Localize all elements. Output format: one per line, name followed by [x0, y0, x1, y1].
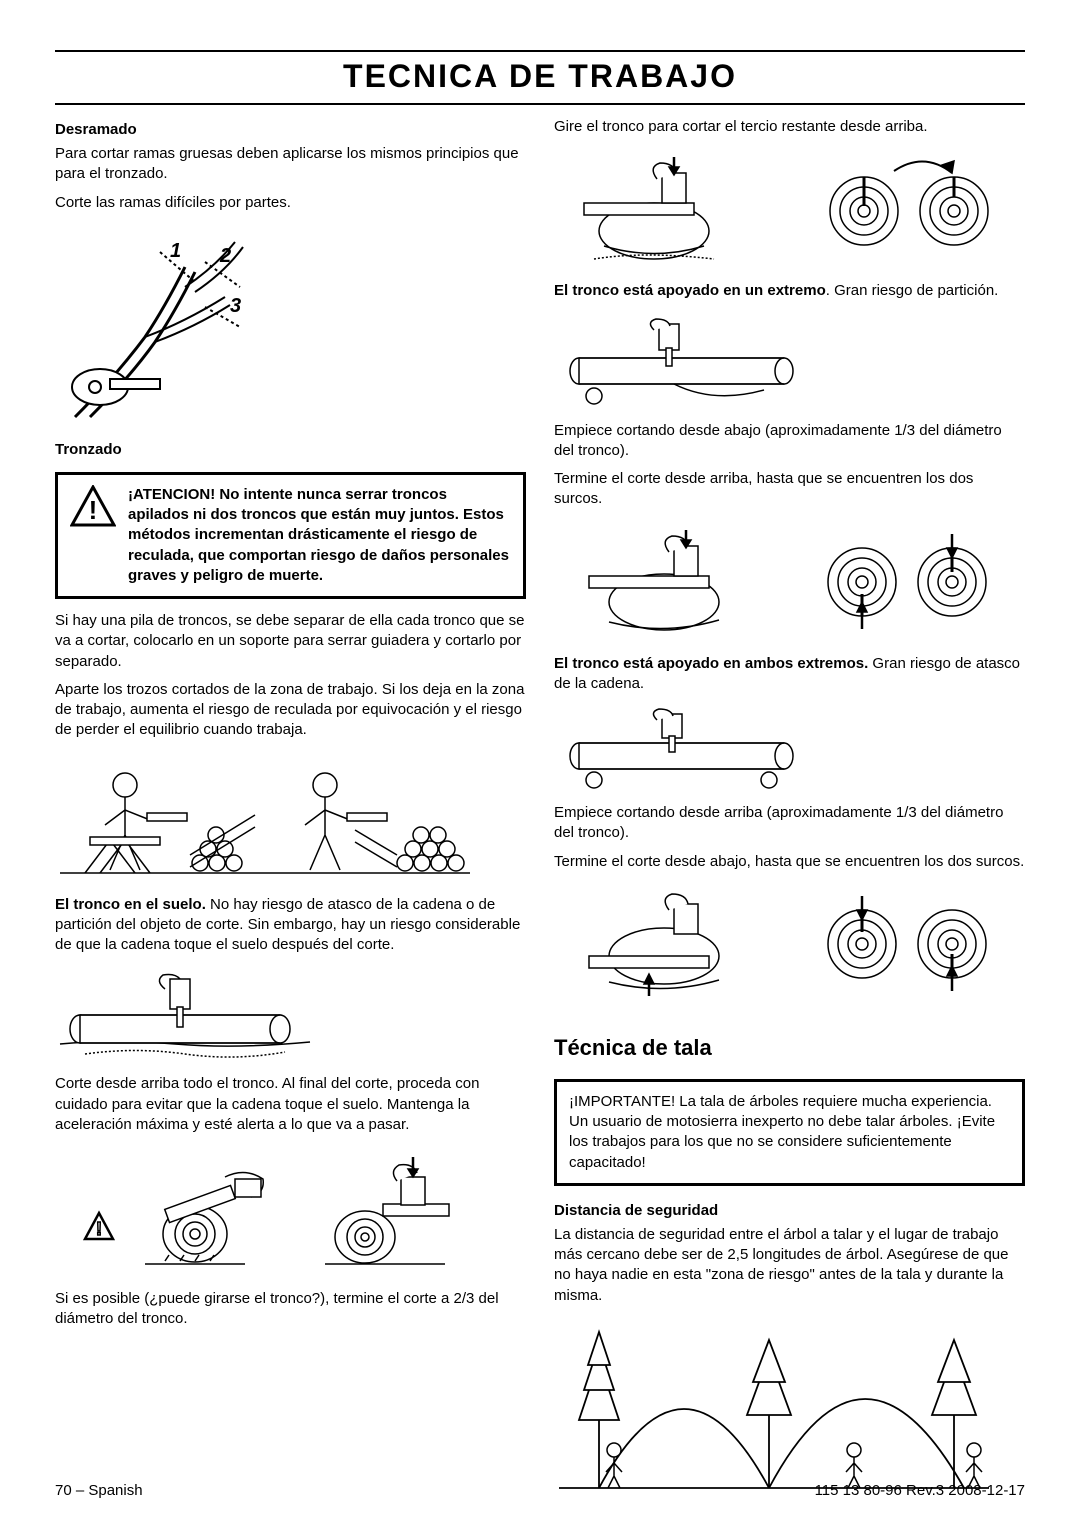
warning-box: ! ¡ATENCION! No intente nunca serrar tro… [55, 472, 526, 599]
warning-triangle-icon: ! [70, 485, 116, 527]
bold-r2: El tronco está apoyado en un extremo [554, 282, 826, 299]
para-l4: Aparte los trozos cortados de la zona de… [55, 680, 526, 741]
figure-safety-distance [554, 1320, 1025, 1500]
heading-desramado: Desramado [55, 121, 526, 138]
para-r7: Termine el corte desde abajo, hasta que … [554, 852, 1025, 872]
svg-text:!: ! [89, 495, 98, 525]
para-l3: Si hay una pila de troncos, se debe sepa… [55, 611, 526, 672]
para-l1: Para cortar ramas gruesas deben aplicars… [55, 144, 526, 185]
important-text: ¡IMPORTANTE! La tala de árboles requiere… [569, 1093, 995, 1171]
figure-bottom-then-top [554, 524, 1025, 644]
para-l7: Si es posible (¿puede girarse el tronco?… [55, 1289, 526, 1330]
figure-one-end [554, 316, 1025, 411]
para-r1: Gire el tronco para cortar el tercio res… [554, 117, 1025, 137]
figure-branch-cut: 1 2 3 [55, 227, 526, 427]
bold-l5: El tronco en el suelo. [55, 896, 206, 913]
heading-distancia: Distancia de seguridad [554, 1202, 1025, 1219]
right-column: Gire el tronco para cortar el tercio res… [554, 117, 1025, 1510]
bold-r5: El tronco está apoyado en ambos extremos… [554, 655, 868, 672]
para-r6: Empiece cortando desde arriba (aproximad… [554, 803, 1025, 844]
heading-tronzado: Tronzado [55, 441, 526, 458]
para-l2: Corte las ramas difíciles por partes. [55, 193, 526, 213]
figure-log-ground [55, 969, 526, 1064]
page-title: TECNICA DE TRABAJO [55, 50, 1025, 105]
para-r2: El tronco está apoyado en un extremo. Gr… [554, 281, 1025, 301]
figure-both-ends [554, 708, 1025, 793]
figure-saw-caution: ! [55, 1149, 526, 1279]
figure-turn-log [554, 151, 1025, 271]
para-r4: Termine el corte desde arriba, hasta que… [554, 469, 1025, 510]
figure-top-then-bottom [554, 886, 1025, 1011]
page-footer: 70 – Spanish 115 13 80-96 Rev.3 2008-12-… [55, 1482, 1025, 1499]
para-r8: La distancia de seguridad entre el árbol… [554, 1225, 1025, 1306]
left-column: Desramado Para cortar ramas gruesas debe… [55, 117, 526, 1510]
warning-text: ¡ATENCION! No intente nunca serrar tronc… [128, 485, 511, 586]
para-r3: Empiece cortando desde abajo (aproximada… [554, 421, 1025, 462]
footer-left: 70 – Spanish [55, 1482, 143, 1499]
svg-text:3: 3 [230, 295, 241, 317]
heading-tala: Técnica de tala [554, 1035, 1025, 1061]
para-r5: El tronco está apoyado en ambos extremos… [554, 654, 1025, 695]
important-box: ¡IMPORTANTE! La tala de árboles requiere… [554, 1079, 1025, 1186]
para-l6: Corte desde arriba todo el tronco. Al fi… [55, 1074, 526, 1135]
footer-right: 115 13 80-96 Rev.3 2008-12-17 [815, 1482, 1025, 1499]
figure-worker-logs [55, 755, 526, 885]
svg-text:!: ! [96, 1219, 102, 1239]
svg-text:2: 2 [219, 245, 231, 267]
content-columns: Desramado Para cortar ramas gruesas debe… [55, 117, 1025, 1510]
text-r2b: . Gran riesgo de partición. [826, 282, 999, 299]
svg-text:1: 1 [170, 240, 181, 262]
para-l5: El tronco en el suelo. No hay riesgo de … [55, 895, 526, 956]
